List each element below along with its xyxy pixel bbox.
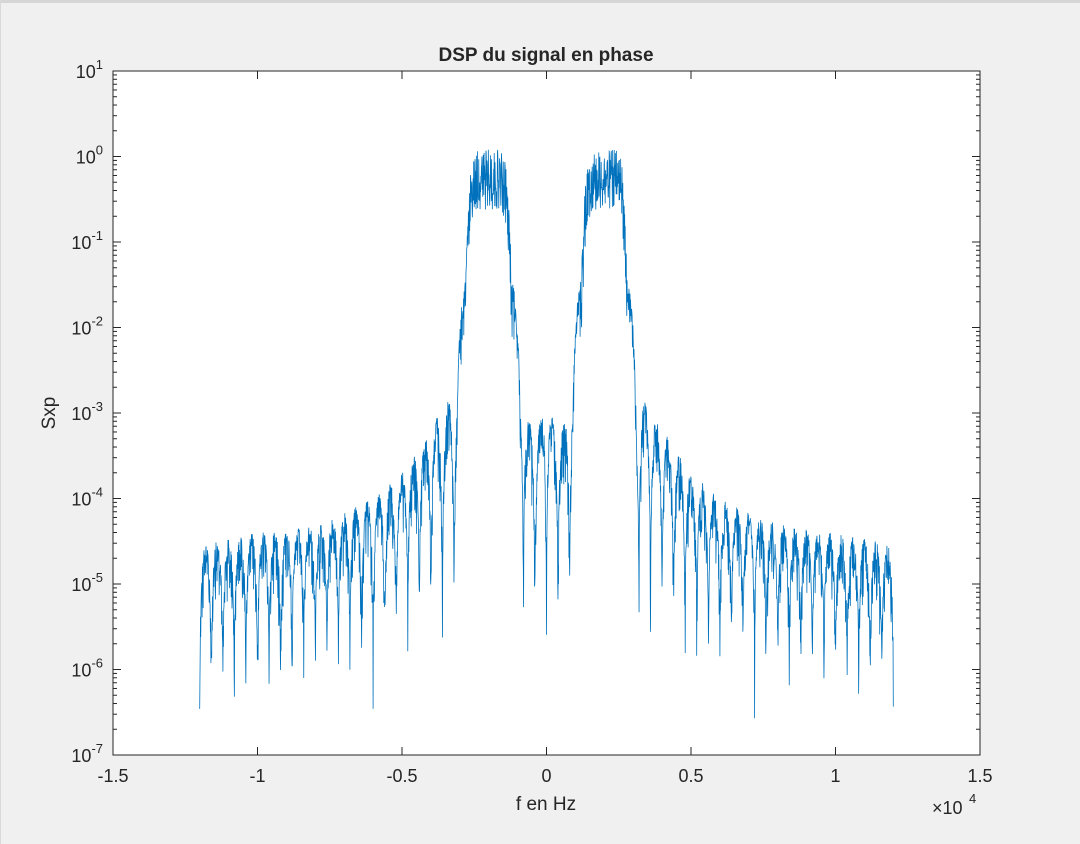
y-tick-label: 10-5 [71,570,103,595]
y-tick-label-exponent: -2 [91,314,103,329]
y-tick-label-exponent: -6 [91,656,103,671]
y-axis-label: Sxp [39,397,60,430]
x-tick-label: -0.5 [386,766,417,786]
y-tick-label-base: 10 [71,746,91,766]
x-tick-label: 1.5 [967,766,992,786]
y-tick-label-base: 10 [76,148,96,168]
x-tick-label: -1.5 [97,766,128,786]
x-tick-label: 1 [830,766,840,786]
y-tick-label-exponent: -3 [91,399,103,414]
window-left-border [0,0,1,844]
chart-title: DSP du signal en phase [438,45,653,66]
y-tick-label-base: 10 [71,233,91,253]
psd-series-line [199,149,894,719]
plot-area [199,149,894,719]
y-tick-label-base: 10 [71,319,91,339]
y-tick-label: 10-7 [71,741,103,766]
y-tick-label-base: 10 [71,575,91,595]
y-tick-label: 10-6 [71,656,103,681]
y-tick-label-exponent: 0 [96,143,103,158]
x-tick-label: -1 [249,766,265,786]
y-tick-label-base: 10 [76,62,96,82]
y-tick-label-exponent: -7 [91,741,103,756]
y-tick-label-exponent: -5 [91,570,103,585]
y-tick-label: 10-1 [71,228,103,253]
y-tick-label-exponent: 1 [96,57,103,72]
x-exponent-base: ×10 [932,798,963,818]
y-tick-label-exponent: -1 [91,228,103,243]
y-tick-label: 10-2 [71,314,103,339]
y-tick-label-base: 10 [71,661,91,681]
y-tick-label: 101 [76,57,103,82]
x-tick-label: 0 [541,766,551,786]
x-tick-label: 0.5 [678,766,703,786]
x-axis-label: f en Hz [516,794,576,815]
y-tick-label-exponent: -4 [91,485,103,500]
y-tick-label: 10-4 [71,485,103,510]
window-top-border [0,0,1080,3]
x-axis-exponent: ×10 4 [932,791,976,818]
y-tick-label: 10-3 [71,399,103,424]
y-tick-label: 100 [76,143,103,168]
axes-background [113,71,980,755]
y-tick-label-base: 10 [71,490,91,510]
x-exponent-power: 4 [969,791,976,806]
y-tick-label-base: 10 [71,404,91,424]
x-axis-ticks: -1.5 -1 -0.5 0 0.5 1 1.5 [97,71,993,786]
